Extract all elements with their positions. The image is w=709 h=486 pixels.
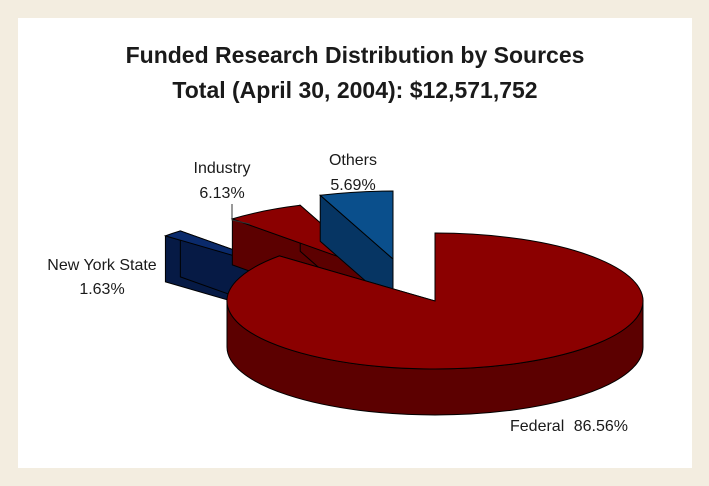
slice-federal-top <box>226 232 644 370</box>
label-nys-value: 1.63% <box>79 281 124 298</box>
chart-subtitle: Total (April 30, 2004): $12,571,752 <box>172 77 537 103</box>
pie-chart: Funded Research Distribution by Sources … <box>47 42 644 435</box>
label-industry-name: Industry <box>194 160 251 177</box>
label-nys-name: New York State <box>47 257 157 274</box>
label-industry-value: 6.13% <box>199 185 244 202</box>
leader-line-industry <box>231 204 251 225</box>
slice-federal <box>226 232 644 416</box>
label-federal-value: 86.56% <box>574 418 628 435</box>
slice-others-top <box>319 190 394 261</box>
label-federal: Federal 86.56% <box>510 418 628 435</box>
chart-title: Funded Research Distribution by Sources <box>126 42 585 68</box>
pie-slices <box>163 190 644 416</box>
label-others-name: Others <box>329 152 377 169</box>
label-others-value: 5.69% <box>330 177 375 194</box>
label-federal-name: Federal <box>510 418 564 435</box>
chart-panel: Funded Research Distribution by Sources … <box>18 18 692 468</box>
